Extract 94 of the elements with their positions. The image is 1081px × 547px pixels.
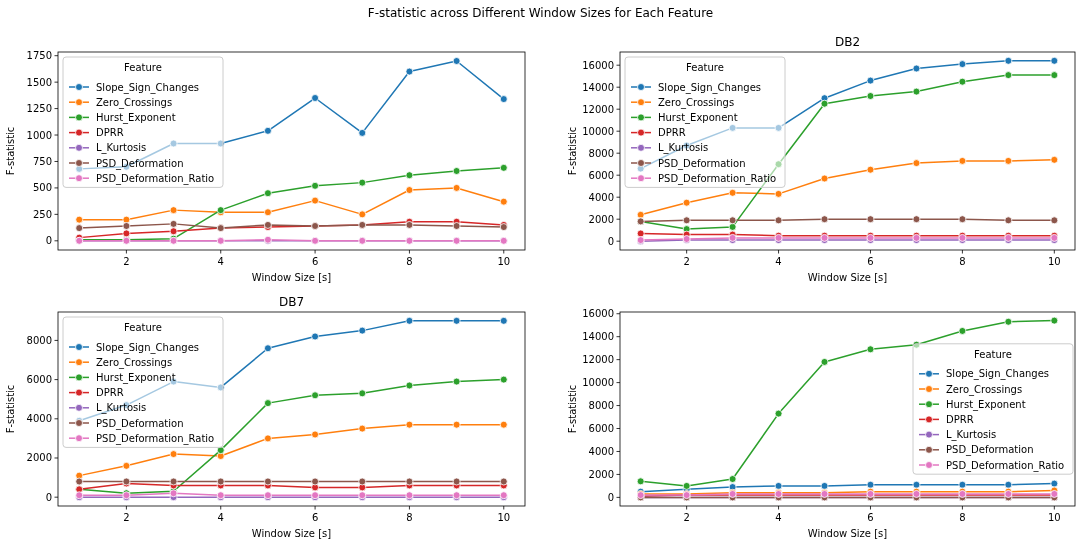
x-tick-label: 6 bbox=[867, 256, 874, 267]
legend-label: Zero_Crossings bbox=[946, 383, 1023, 396]
y-tick-label: 10000 bbox=[582, 377, 614, 389]
x-axis-title: Window Size [s] bbox=[807, 528, 888, 539]
y-tick-label: 6000 bbox=[588, 169, 614, 181]
y-tick-label: 4000 bbox=[588, 191, 614, 203]
y-tick-label: 6000 bbox=[588, 423, 614, 435]
chart-title: DB2 bbox=[834, 35, 861, 49]
x-tick-label: 2 bbox=[683, 512, 690, 523]
y-tick-label: 14000 bbox=[582, 81, 614, 93]
y-tick-label: 0 bbox=[607, 491, 614, 503]
x-tick-label: 8 bbox=[959, 256, 966, 267]
x-axis-title: Window Size [s] bbox=[807, 272, 888, 283]
y-tick-label: 8000 bbox=[588, 400, 614, 412]
y-tick-label: 750 bbox=[32, 155, 52, 167]
x-tick-label: 2 bbox=[123, 256, 130, 267]
legend-title: Feature bbox=[974, 348, 1012, 360]
y-tick-label: 2000 bbox=[26, 452, 52, 464]
y-axis-title: F-statistic bbox=[5, 384, 16, 434]
y-tick-label: 6000 bbox=[26, 374, 52, 386]
legend-label: PSD_Deformation_Ratio bbox=[658, 172, 777, 185]
legend-label: L_Kurtosis bbox=[946, 429, 997, 442]
legend-label: DPRR bbox=[946, 413, 974, 425]
y-tick-label: 14000 bbox=[582, 331, 614, 343]
y-tick-label: 1750 bbox=[26, 50, 52, 62]
y-tick-label: 1250 bbox=[26, 103, 52, 115]
y-tick-label: 1500 bbox=[26, 76, 52, 88]
legend-title: Feature bbox=[124, 62, 162, 73]
y-tick-label: 12000 bbox=[582, 354, 614, 366]
x-tick-label: 10 bbox=[1047, 256, 1061, 267]
legend-label: DPRR bbox=[96, 127, 124, 139]
y-tick-label: 2000 bbox=[588, 468, 614, 480]
y-tick-label: 16000 bbox=[582, 308, 614, 320]
legend-label: PSD_Deformation bbox=[96, 157, 184, 170]
legend-label: PSD_Deformation bbox=[658, 157, 746, 170]
legend-label: Hurst_Exponent bbox=[96, 371, 176, 384]
y-axis-title: F-statistic bbox=[567, 126, 578, 176]
legend-label: PSD_Deformation bbox=[946, 444, 1034, 457]
x-tick-label: 2 bbox=[123, 512, 130, 523]
legend-label: Zero_Crossings bbox=[96, 356, 173, 369]
y-tick-label: 0 bbox=[45, 235, 52, 247]
x-axis-title: Window Size [s] bbox=[251, 272, 332, 283]
y-axis-title: F-statistic bbox=[5, 126, 16, 176]
legend-label: PSD_Deformation_Ratio bbox=[946, 459, 1065, 472]
y-tick-label: 250 bbox=[32, 208, 52, 220]
chart-title: DB7 bbox=[278, 295, 305, 309]
y-tick-label: 4000 bbox=[26, 413, 52, 425]
legend-label: Slope_Sign_Changes bbox=[658, 81, 762, 94]
legend-title: Feature bbox=[686, 62, 724, 73]
y-tick-label: 2000 bbox=[588, 213, 614, 225]
legend-label: L_Kurtosis bbox=[658, 142, 709, 155]
legend-label: Slope_Sign_Changes bbox=[946, 368, 1050, 381]
y-tick-label: 500 bbox=[32, 182, 52, 194]
x-tick-label: 10 bbox=[1047, 512, 1061, 523]
x-tick-label: 6 bbox=[867, 512, 874, 523]
legend-label: Zero_Crossings bbox=[658, 96, 735, 109]
y-axis-title: F-statistic bbox=[567, 384, 578, 434]
legend-label: DPRR bbox=[96, 387, 124, 399]
legend-title: Feature bbox=[124, 322, 162, 333]
y-tick-label: 8000 bbox=[26, 334, 52, 346]
x-axis-title: Window Size [s] bbox=[251, 528, 332, 539]
y-tick-label: 8000 bbox=[588, 147, 614, 159]
x-tick-label: 8 bbox=[406, 512, 413, 523]
x-tick-label: 10 bbox=[497, 256, 511, 267]
legend-label: PSD_Deformation bbox=[96, 417, 184, 430]
y-tick-label: 0 bbox=[607, 235, 614, 247]
x-tick-label: 6 bbox=[311, 256, 319, 267]
legend-label: Zero_Crossings bbox=[96, 96, 173, 109]
x-tick-label: 6 bbox=[311, 512, 319, 523]
x-tick-label: 4 bbox=[775, 256, 782, 267]
x-tick-label: 2 bbox=[683, 256, 690, 267]
legend-label: Slope_Sign_Changes bbox=[96, 81, 200, 94]
y-tick-label: 0 bbox=[45, 491, 52, 503]
text: F-statistic across Different Window Sizes for Each Feature bbox=[367, 6, 714, 20]
legend-label: Hurst_Exponent bbox=[658, 111, 738, 124]
legend-label: PSD_Deformation_Ratio bbox=[96, 172, 215, 185]
y-tick-label: 16000 bbox=[582, 59, 614, 71]
legend-label: L_Kurtosis bbox=[96, 402, 147, 415]
y-tick-label: 12000 bbox=[582, 103, 614, 115]
legend-label: DPRR bbox=[658, 127, 686, 139]
x-tick-label: 8 bbox=[959, 512, 966, 523]
y-tick-label: 10000 bbox=[582, 125, 614, 137]
legend-label: PSD_Deformation_Ratio bbox=[96, 432, 215, 445]
x-tick-label: 4 bbox=[217, 256, 224, 267]
legend-label: L_Kurtosis bbox=[96, 142, 147, 155]
x-tick-label: 10 bbox=[497, 512, 511, 523]
x-tick-label: 4 bbox=[775, 512, 782, 523]
y-tick-label: 4000 bbox=[588, 445, 614, 457]
x-tick-label: 8 bbox=[406, 256, 413, 267]
legend-label: Hurst_Exponent bbox=[946, 398, 1026, 411]
legend-label: Hurst_Exponent bbox=[96, 111, 176, 124]
y-tick-label: 1000 bbox=[26, 129, 52, 141]
legend-label: Slope_Sign_Changes bbox=[96, 341, 200, 354]
x-tick-label: 4 bbox=[217, 512, 224, 523]
